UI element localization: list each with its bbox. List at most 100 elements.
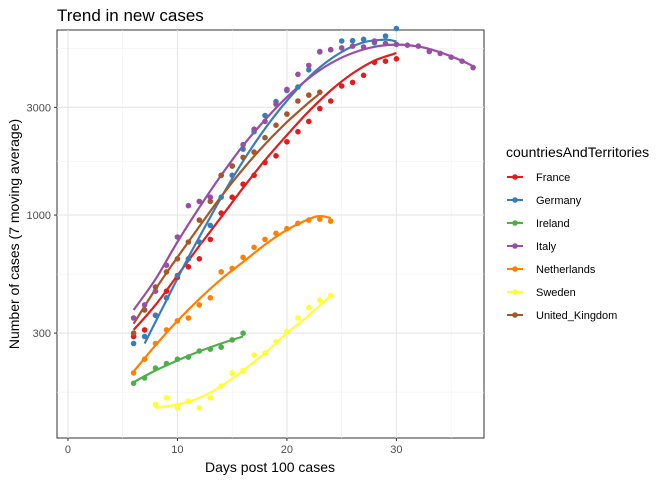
x-tick-label: 10 (171, 444, 183, 456)
y-tick-label: 300 (33, 328, 51, 340)
data-point (327, 98, 334, 104)
data-point (185, 354, 192, 360)
series-united-kingdom (130, 89, 323, 337)
data-point (196, 302, 203, 308)
data-point (218, 344, 224, 351)
data-point (174, 356, 181, 363)
data-point (371, 59, 378, 66)
data-point (317, 48, 323, 55)
data-point (273, 122, 279, 128)
legend-label: Germany (536, 195, 582, 207)
legend-key-point (512, 312, 518, 318)
data-point (284, 225, 290, 232)
legend: France Germany Ireland Italy Netherlands Swed… (507, 172, 617, 322)
data-point (229, 194, 235, 200)
data-point (174, 318, 181, 324)
data-point (141, 307, 148, 313)
data-point (196, 255, 203, 262)
data-point (470, 64, 476, 71)
data-point (130, 340, 137, 347)
data-point (338, 45, 345, 51)
data-point (152, 340, 159, 347)
legend-item-france: France (507, 172, 570, 184)
legend-label: Ireland (536, 218, 570, 230)
y-tick-label: 3000 (27, 102, 51, 114)
data-point (306, 92, 312, 98)
data-point (130, 380, 137, 387)
data-point (360, 44, 367, 50)
data-point (229, 370, 235, 376)
data-points (130, 25, 476, 411)
data-point (262, 159, 268, 166)
series-ireland (130, 330, 246, 387)
data-point (295, 315, 301, 321)
data-point (262, 118, 268, 125)
legend-key-point (512, 197, 518, 203)
data-point (284, 328, 290, 335)
data-point (360, 72, 367, 79)
data-point (415, 43, 422, 49)
data-point (273, 230, 279, 237)
data-point (382, 58, 389, 64)
data-point (382, 33, 389, 39)
data-point (295, 128, 301, 135)
data-point (207, 194, 214, 200)
data-point (317, 297, 323, 304)
data-point (185, 264, 192, 270)
data-point (185, 239, 192, 245)
legend-key-point (512, 243, 518, 249)
data-point (251, 126, 257, 132)
data-point (349, 37, 356, 44)
x-axis: 0 10 20 30 (65, 438, 403, 456)
data-point (251, 172, 257, 179)
data-point (284, 139, 290, 145)
legend-key-point (512, 266, 518, 272)
data-point (262, 112, 268, 119)
data-point (317, 105, 323, 112)
data-point (196, 198, 203, 205)
data-point (141, 375, 148, 381)
data-point (240, 254, 246, 261)
legend-key-point (512, 174, 518, 180)
data-point (196, 239, 203, 245)
data-point (338, 38, 345, 44)
data-point (163, 395, 170, 401)
data-point (317, 89, 323, 95)
legend-item-united-kingdom: United_Kingdom (507, 310, 617, 322)
data-point (141, 333, 148, 340)
legend-label: Netherlands (536, 264, 596, 276)
data-point (229, 172, 235, 179)
data-point (426, 48, 433, 55)
data-point (196, 217, 203, 223)
x-axis-label: Days post 100 cases (205, 459, 335, 475)
data-point (207, 198, 214, 205)
trend-line-netherlands (132, 214, 331, 373)
data-point (273, 338, 279, 345)
data-point (284, 86, 290, 93)
data-point (185, 255, 192, 262)
legend-label: Sweden (536, 287, 576, 299)
y-tick-label: 1000 (27, 210, 51, 222)
data-point (393, 56, 400, 62)
data-point (207, 295, 214, 301)
data-point (284, 111, 290, 117)
legend-title: countriesAndTerritories (506, 144, 649, 160)
data-point (327, 292, 334, 299)
data-point (163, 360, 170, 367)
data-point (130, 315, 137, 321)
data-point (152, 312, 159, 319)
data-point (251, 244, 257, 251)
data-point (141, 327, 148, 333)
data-point (130, 330, 137, 337)
data-point (262, 236, 268, 243)
data-point (218, 383, 224, 389)
data-point (240, 146, 246, 152)
data-point (317, 216, 323, 222)
data-point (218, 172, 224, 179)
data-point (262, 134, 268, 141)
data-point (174, 234, 181, 240)
legend-key-point (512, 289, 518, 295)
data-point (207, 222, 214, 229)
data-point (306, 217, 312, 223)
